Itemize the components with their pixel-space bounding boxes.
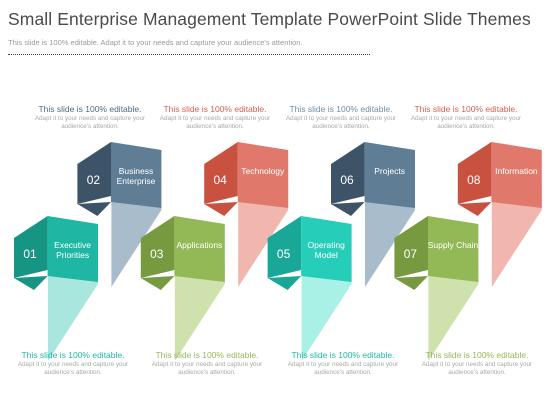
step-08-fold-light <box>491 142 542 208</box>
caption-heading: This slide is 100% editable. <box>289 104 393 114</box>
caption-top-4: This slide is 100% editable. Adapt it to … <box>406 104 526 131</box>
step-01-number: 01 <box>23 247 37 261</box>
step-03-ribbon-tail <box>174 260 225 361</box>
caption-heading: This slide is 100% editable. <box>414 104 518 114</box>
step-01-label: Executive Priorities <box>54 240 92 260</box>
step-04-ribbon-tail <box>238 186 289 287</box>
caption-body: Adapt it to your needs and capture your … <box>287 361 399 376</box>
step-06-fold-corner <box>331 202 365 216</box>
caption-top-2: This slide is 100% editable. Adapt it to … <box>155 104 275 131</box>
slide-title: Small Enterprise Management Template Pow… <box>8 9 531 29</box>
step-06-ribbon-tail <box>365 186 415 287</box>
step-03-number: 03 <box>150 247 164 261</box>
step-05-ribbon-tail <box>301 260 352 361</box>
caption-bottom-1: This slide is 100% editable. Adapt it to … <box>13 350 133 377</box>
caption-body: Adapt it to your needs and capture your … <box>285 115 397 130</box>
caption-heading: This slide is 100% editable. <box>38 104 142 114</box>
caption-heading: This slide is 100% editable. <box>21 350 125 360</box>
step-01-fold-corner <box>14 276 48 290</box>
caption-body: Adapt it to your needs and capture your … <box>410 115 522 130</box>
caption-body: Adapt it to your needs and capture your … <box>151 361 263 376</box>
step-03-fold-light <box>174 216 225 282</box>
step-04-label: Technology <box>241 166 285 176</box>
step-03-label: Applications <box>176 240 223 250</box>
step-07-fold-dark <box>394 216 428 278</box>
step-01-fold-light <box>47 216 98 282</box>
step-04-fold-corner <box>204 202 238 216</box>
step-07-fold-light <box>428 216 479 282</box>
step-08-fold-corner <box>457 202 492 216</box>
dotted-divider <box>8 54 370 55</box>
step-06-fold-dark <box>331 142 365 204</box>
caption-bottom-3: This slide is 100% editable. Adapt it to … <box>283 350 403 377</box>
step-03-fold-dark <box>140 216 175 278</box>
caption-heading: This slide is 100% editable. <box>291 350 395 360</box>
step-07-label: Supply Chain <box>427 240 479 250</box>
step-03-fold-corner <box>140 276 175 290</box>
caption-body: Adapt it to your needs and capture your … <box>34 115 146 130</box>
step-07-ribbon-tail <box>428 260 479 361</box>
step-02-ribbon-tail <box>111 186 162 287</box>
step-02-fold-light <box>111 142 162 208</box>
caption-bottom-2: This slide is 100% editable. Adapt it to … <box>147 350 267 377</box>
step-04-fold-dark <box>204 142 238 204</box>
caption-heading: This slide is 100% editable. <box>163 104 267 114</box>
step-06-number: 06 <box>340 173 354 187</box>
step-05-label: Operating Model <box>307 240 345 260</box>
caption-body: Adapt it to your needs and capture your … <box>159 115 271 130</box>
caption-bottom-4: This slide is 100% editable. Adapt it to … <box>417 350 537 377</box>
caption-top-3: This slide is 100% editable. Adapt it to … <box>281 104 401 131</box>
caption-body: Adapt it to your needs and capture your … <box>421 361 533 376</box>
caption-heading: This slide is 100% editable. <box>425 350 529 360</box>
step-02-fold-dark <box>77 142 111 204</box>
step-06-fold-light <box>364 142 415 208</box>
step-05-number: 05 <box>276 247 291 261</box>
step-02-label: Business Enterprise <box>116 166 156 186</box>
step-08-number: 08 <box>467 173 481 187</box>
step-08-label: Information <box>495 166 538 176</box>
caption-top-1: This slide is 100% editable. Adapt it to … <box>30 104 150 131</box>
step-08-ribbon-tail <box>491 186 542 287</box>
step-05-fold-corner <box>267 276 302 290</box>
step-06-label: Projects <box>374 166 405 176</box>
step-02-number: 02 <box>86 173 101 187</box>
step-08-fold-dark <box>457 142 492 204</box>
caption-heading: This slide is 100% editable. <box>155 350 259 360</box>
step-04-fold-light <box>237 142 289 208</box>
caption-body: Adapt it to your needs and capture your … <box>17 361 129 376</box>
step-05-fold-dark <box>267 216 302 278</box>
step-07-number: 07 <box>403 247 418 261</box>
step-01-fold-dark <box>14 216 48 278</box>
step-05-fold-light <box>301 216 352 282</box>
step-07-fold-corner <box>394 276 428 290</box>
slide-subtitle: This slide is 100% editable. Adapt it to… <box>8 38 303 47</box>
step-02-fold-corner <box>77 202 111 216</box>
step-04-number: 04 <box>213 173 227 187</box>
step-01-ribbon-tail <box>48 260 98 361</box>
